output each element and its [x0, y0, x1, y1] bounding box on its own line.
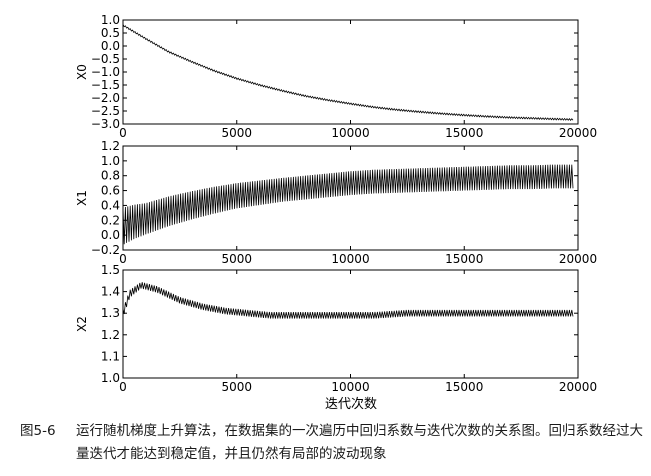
axes-frame	[122, 19, 579, 125]
x-tick-label: 0	[119, 380, 127, 394]
panel-x0: 0 5000 10000 15000 20000 1.00.50.0−0.5−1.0−1.…	[75, 13, 597, 140]
caption-text: 运行随机梯度上升算法，在数据集的一次遍历中回归系数与迭代次数的关系图。回归系数经…	[76, 423, 643, 462]
x-tick-label: 10000	[331, 380, 369, 394]
x-tick-label: 10000	[331, 126, 369, 140]
y-tick-label: −0.5	[91, 52, 120, 66]
series-line	[122, 282, 574, 319]
y-tick-label: 1.4	[101, 285, 120, 299]
y-tick-label: 0.2	[101, 213, 120, 227]
series-line	[122, 24, 574, 121]
y-tick-label: 1.1	[101, 349, 120, 363]
y-tick-label: 0.6	[101, 184, 120, 198]
series-line	[122, 164, 574, 245]
y-tick-label: 1.0	[101, 154, 120, 168]
x-axis-label: 迭代次数	[325, 396, 377, 412]
figure-caption: 图5-6 运行随机梯度上升算法，在数据集的一次遍历中回归系数与迭代次数的关系图。…	[20, 420, 645, 466]
x-tick-label: 5000	[221, 252, 252, 266]
x-tick-label: 15000	[445, 252, 483, 266]
y-tick-label: 1.2	[101, 328, 120, 342]
y-tick-label: −2.0	[91, 91, 120, 105]
y-tick-label: 0.5	[101, 26, 120, 40]
y-axis-label: X2	[75, 316, 89, 332]
x-tick-label: 20000	[559, 126, 597, 140]
x-tick-label: 10000	[331, 252, 369, 266]
y-tick-label: 0.0	[101, 39, 120, 53]
panel-x2: 0 5000 10000 15000 20000 1.5 1.4 1.3 1.2 1.1 1.0 X2	[75, 263, 597, 394]
x-tick-label: 15000	[445, 126, 483, 140]
x-tick-label: 20000	[559, 380, 597, 394]
axes-frame	[122, 269, 579, 379]
x-tick-label: 15000	[445, 380, 483, 394]
y-tick-label: −2.5	[91, 104, 120, 118]
x-tick-label: 20000	[559, 252, 597, 266]
y-tick-label: 0.4	[101, 198, 120, 212]
panel-x1: 0 5000 10000 15000 20000 1.21.00.80.60.40.20.…	[75, 139, 597, 266]
y-tick-label: 1.5	[101, 263, 120, 277]
x-tick-label: 0	[119, 126, 127, 140]
y-tick-label: −1.5	[91, 78, 120, 92]
y-tick-label: 1.2	[101, 139, 120, 153]
figure: 0 5000 10000 15000 200001.00.50.0−0.5−1.0−1.…	[75, 13, 597, 412]
y-tick-label: −3.0	[91, 117, 120, 131]
y-axis-label: X0	[75, 64, 89, 80]
caption-number: 图5-6	[20, 423, 56, 439]
axes-frame	[122, 145, 579, 251]
y-axis-label: X1	[75, 190, 89, 206]
y-tick-label: 0.8	[101, 169, 120, 183]
x-tick-label: 0	[119, 252, 127, 266]
x-tick-label: 5000	[221, 380, 252, 394]
y-tick-label: 0.0	[101, 228, 120, 242]
x-tick-label: 5000	[221, 126, 252, 140]
y-tick-label: 1.0	[101, 371, 120, 385]
y-tick-label: −1.0	[91, 65, 120, 79]
y-tick-label: −0.2	[91, 243, 120, 257]
y-tick-label: 1.3	[101, 306, 120, 320]
y-tick-label: 1.0	[101, 13, 120, 27]
